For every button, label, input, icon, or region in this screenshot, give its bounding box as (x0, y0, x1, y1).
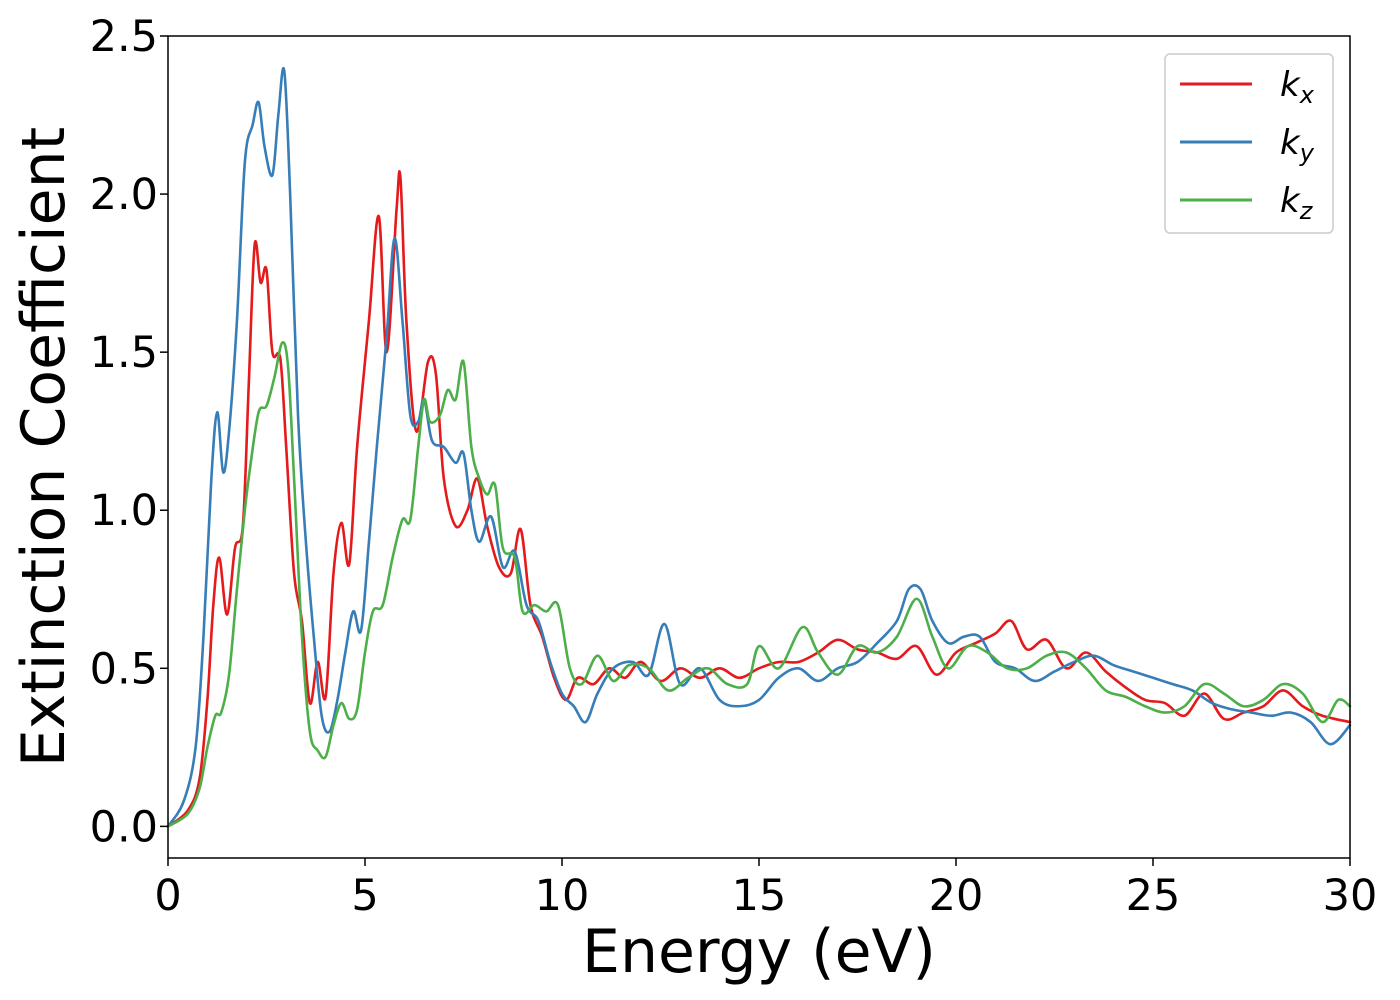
y-ticks: 0.0 0.5 1.0 1.5 2.0 2.5 (90, 12, 168, 852)
series-line-k-y (166, 66, 1352, 828)
y-tick-label: 0.0 (90, 802, 158, 852)
x-tick-label: 10 (535, 871, 590, 921)
plot-background (168, 36, 1350, 858)
legend-label-k-x: kx (1280, 65, 1315, 109)
x-tick-label: 25 (1126, 871, 1181, 921)
y-axis-label: Extinction Coefficient (9, 127, 79, 767)
x-tick-label: 5 (351, 871, 378, 921)
x-tick-label: 30 (1323, 871, 1378, 921)
series-layer (166, 66, 1352, 828)
series-line-k-x (166, 170, 1352, 828)
x-axis-label: Energy (eV) (582, 917, 936, 987)
legend-label-k-y: ky (1280, 123, 1315, 167)
y-tick-label: 1.0 (90, 486, 158, 536)
y-tick-label: 2.5 (90, 12, 158, 62)
legend-label-k-z: kz (1280, 181, 1314, 225)
y-tick-label: 0.5 (90, 644, 158, 694)
legend-entries: kx ky kz (1180, 65, 1315, 225)
legend: kx ky kz (1164, 53, 1334, 234)
x-tick-label: 15 (732, 871, 787, 921)
series-line-k-z (166, 341, 1352, 828)
y-tick-label: 1.5 (90, 328, 158, 378)
y-tick-label: 2.0 (90, 170, 158, 220)
x-tick-label: 0 (154, 871, 181, 921)
x-ticks: 0 5 10 15 20 25 30 (154, 858, 1377, 921)
x-tick-label: 20 (929, 871, 984, 921)
